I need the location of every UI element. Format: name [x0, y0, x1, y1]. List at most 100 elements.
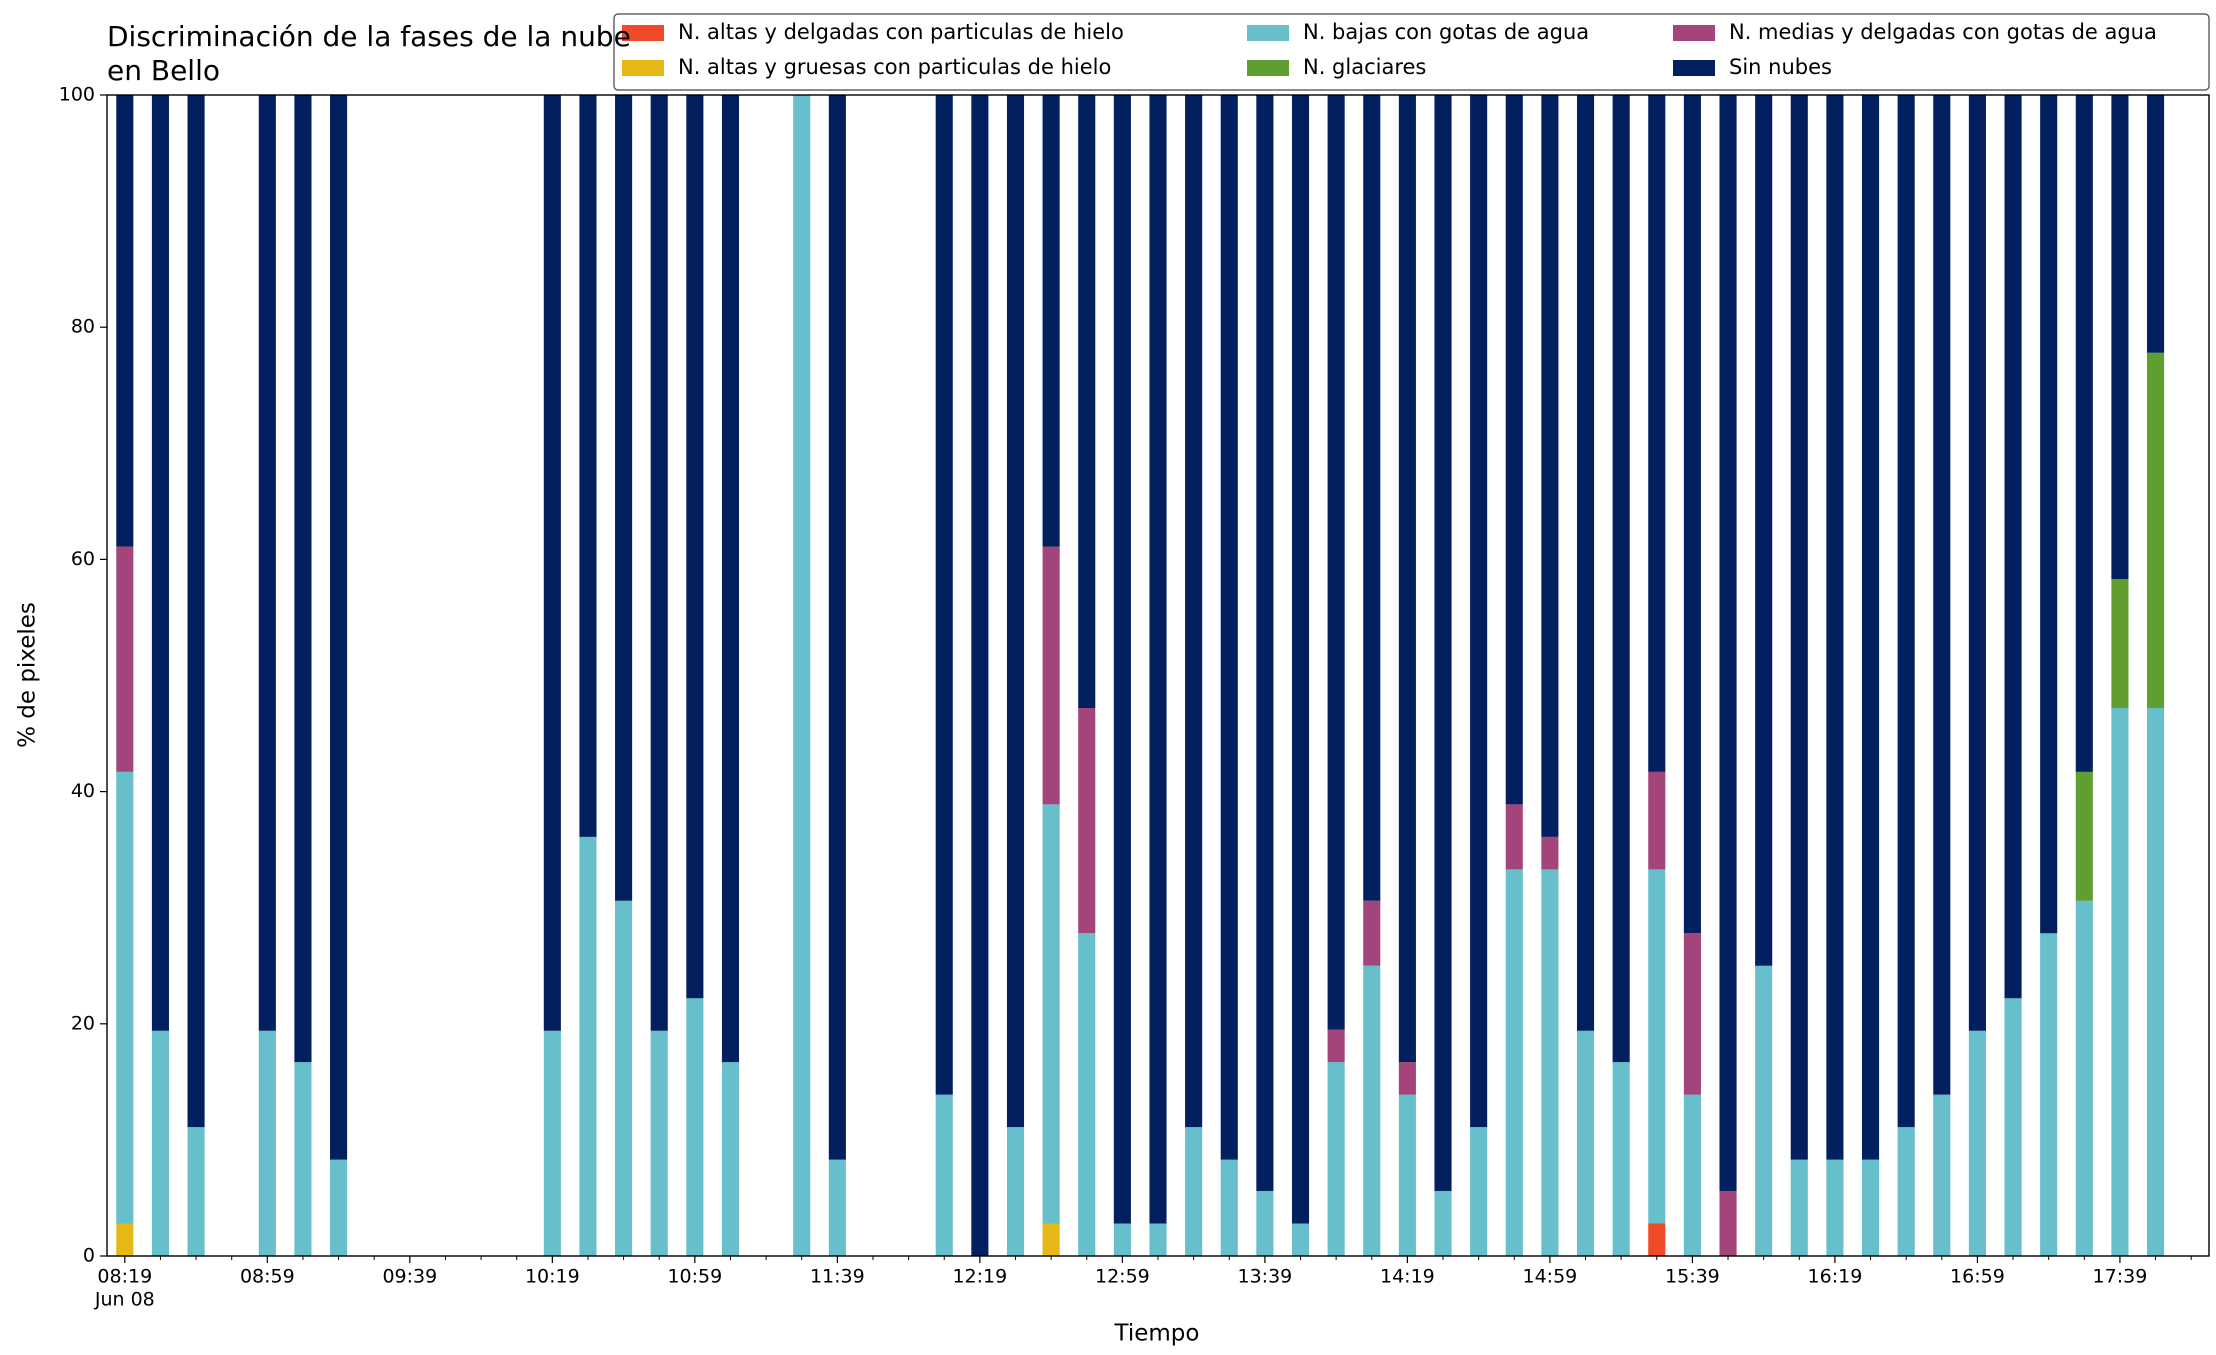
bar-segment [294, 1062, 312, 1256]
bar-segment [1434, 95, 1452, 1191]
y-tick-label: 80 [71, 316, 95, 338]
legend-swatch [1673, 60, 1715, 76]
bar-segment [1256, 1190, 1274, 1256]
x-tick-label: 08:19 [97, 1266, 152, 1288]
bar-segment [1933, 95, 1951, 1095]
bar-segment [1291, 95, 1310, 1224]
bar-segment [579, 836, 597, 1256]
bar-segment [1256, 95, 1274, 1191]
bar-segment [1790, 95, 1808, 1160]
bar-segment [1185, 95, 1203, 1128]
y-tick-label: 100 [59, 84, 95, 106]
bar-segment [2111, 95, 2129, 580]
bar-segment [1505, 804, 1523, 870]
bar-segment [1006, 95, 1025, 1128]
chart-title: Discriminación de la fases de la nube en… [107, 20, 631, 87]
bar-segment [2004, 998, 2022, 1256]
bar-segment [1648, 771, 1666, 870]
bar-segment [2111, 579, 2129, 709]
bar-segment [1042, 804, 1060, 1224]
bar-segment [2075, 900, 2093, 1256]
bar-segment [1470, 1127, 1488, 1256]
bar-segment [116, 771, 134, 1224]
bar-segment [1113, 1223, 1131, 1256]
legend-label: N. glaciares [1303, 55, 1426, 79]
legend-swatch [622, 25, 664, 41]
bar-segment [1398, 95, 1416, 1063]
legend-label: N. altas y delgadas con particulas de hi… [678, 20, 1124, 44]
x-tick-label: 14:59 [1523, 1266, 1578, 1288]
bar-segment [721, 95, 740, 1063]
bar-segment [1078, 933, 1096, 1256]
bar-segment [1861, 1159, 1880, 1256]
x-tick-label: 10:59 [667, 1266, 722, 1288]
bar-segment [793, 95, 811, 1256]
legend-label: Sin nubes [1729, 55, 1832, 79]
x-tick-label: 14:19 [1380, 1266, 1435, 1288]
bar-segment [1541, 95, 1559, 837]
bar-segment [543, 95, 561, 1031]
bar-segment [1363, 900, 1381, 966]
bar-segment [294, 95, 312, 1063]
bar-segment [615, 95, 633, 901]
bar-segment [686, 998, 704, 1256]
bar-segment [1576, 95, 1595, 1031]
bar-segment [2075, 95, 2093, 772]
bar-segment [828, 95, 846, 1160]
bar-segment [1683, 933, 1701, 1095]
bar-segment [2111, 708, 2129, 1256]
bar-segment [1149, 95, 1167, 1224]
bar-segment [1648, 95, 1666, 772]
bar-segment [1042, 546, 1060, 805]
bar-segment [258, 1030, 276, 1256]
bar-segment [330, 1159, 348, 1256]
bar-segment [935, 1094, 953, 1256]
bar-segment [2147, 708, 2165, 1256]
x-tick-label: 15:39 [1665, 1266, 1720, 1288]
bar-segment [151, 1030, 169, 1256]
bar-segment [1078, 95, 1096, 709]
legend-swatch [1673, 25, 1715, 41]
bar-segment [1719, 95, 1737, 1191]
bar-segment [1719, 1190, 1737, 1256]
legend-box [613, 13, 2210, 91]
bar-segment [1826, 1159, 1844, 1256]
bar-segment [1078, 708, 1096, 934]
bar-segment [1042, 1223, 1060, 1256]
bar-segment [1541, 836, 1559, 870]
bar-segment [1505, 869, 1523, 1256]
bar-segment [650, 95, 668, 1031]
legend-swatch [1247, 60, 1289, 76]
bar-segment [1220, 95, 1238, 1160]
bar-segment [1006, 1127, 1025, 1256]
bar-segment [1861, 95, 1880, 1160]
x-axis-label: Tiempo [1114, 1321, 1200, 1347]
bar-segment [1541, 869, 1559, 1256]
bar-segment [2040, 933, 2058, 1256]
bar-segment [1755, 965, 1773, 1256]
bar-segment [1683, 95, 1701, 934]
bar-segment [1576, 1030, 1595, 1256]
legend-label: N. bajas con gotas de agua [1303, 20, 1589, 44]
x-tick-label: 16:19 [1808, 1266, 1863, 1288]
x-tick-label: 17:39 [2093, 1266, 2148, 1288]
bar-segment [116, 1223, 134, 1256]
bar-segment [1826, 95, 1844, 1160]
bar-segment [543, 1030, 561, 1256]
bar-segment [1327, 1062, 1345, 1256]
y-tick-label: 20 [71, 1012, 95, 1034]
bar-segment [187, 95, 205, 1128]
bar-segment [828, 1159, 846, 1256]
bar-segment [1149, 1223, 1167, 1256]
bar-segment [1327, 95, 1345, 1030]
y-tick-label: 0 [83, 1245, 95, 1267]
bar-segment [1683, 1094, 1701, 1256]
bar-segment [1648, 869, 1666, 1224]
x-tick-label: 13:39 [1237, 1266, 1292, 1288]
x-date-label: Jun 08 [94, 1289, 155, 1311]
bar-segment [650, 1030, 668, 1256]
x-tick-label: 10:19 [525, 1266, 580, 1288]
bar-segment [721, 1062, 740, 1256]
bar-segment [1363, 965, 1381, 1256]
